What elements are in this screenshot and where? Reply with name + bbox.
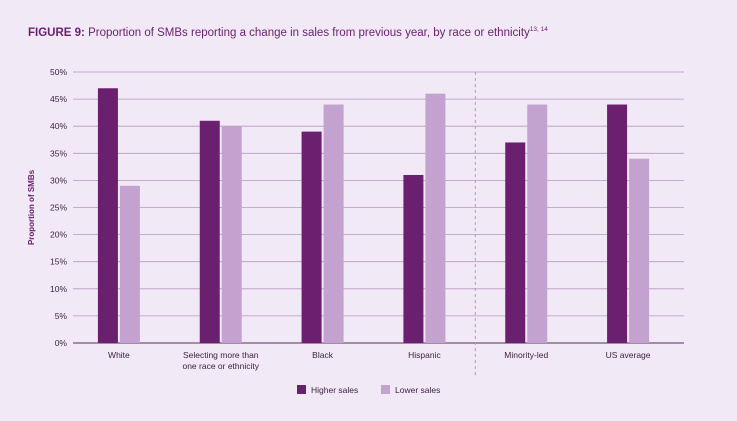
bar-lower-sales — [221, 126, 242, 343]
legend-label: Lower sales — [395, 385, 440, 395]
bar-higher-sales — [607, 104, 628, 344]
y-tick-label: 0% — [55, 338, 68, 348]
bar-higher-sales — [301, 131, 322, 343]
x-tick-label: White — [108, 350, 130, 360]
bar-lower-sales — [425, 93, 446, 344]
y-tick-label: 25% — [50, 203, 67, 213]
y-tick-label: 40% — [50, 121, 67, 131]
y-tick-label: 10% — [50, 284, 67, 294]
footnote-ref: 13, 14 — [529, 26, 548, 33]
y-tick-label: 5% — [55, 311, 68, 321]
bar-higher-sales — [505, 142, 526, 343]
x-tick-label: Minority-led — [504, 350, 548, 360]
bar-higher-sales — [199, 120, 220, 343]
x-tick-label: Hispanic — [408, 350, 441, 360]
x-tick-label: Black — [312, 350, 334, 360]
legend-label: Higher sales — [311, 385, 358, 395]
figure-label: FIGURE 9: — [28, 27, 85, 39]
y-tick-label: 30% — [50, 175, 67, 185]
legend-swatch-lower — [381, 385, 390, 394]
bar-lower-sales — [119, 185, 140, 343]
y-tick-label: 50% — [50, 67, 67, 77]
x-tick-label: one race or ethnicity — [182, 361, 259, 371]
y-tick-label: 20% — [50, 230, 67, 240]
y-tick-label: 45% — [50, 94, 67, 104]
y-axis-label: Proportion of SMBs — [27, 169, 36, 245]
bar-higher-sales — [403, 174, 424, 343]
x-tick-label: Selecting more than — [183, 350, 259, 360]
legend-swatch-higher — [297, 385, 306, 394]
figure-title: FIGURE 9: Proportion of SMBs reporting a… — [28, 26, 548, 39]
y-tick-label: 35% — [50, 148, 67, 158]
bar-lower-sales — [629, 158, 650, 343]
bar-lower-sales — [323, 104, 344, 344]
figure-title-text: Proportion of SMBs reporting a change in… — [88, 27, 530, 39]
bar-higher-sales — [97, 88, 118, 343]
x-tick-label: US average — [606, 350, 651, 360]
y-tick-label: 15% — [50, 257, 67, 267]
bar-lower-sales — [527, 104, 548, 344]
